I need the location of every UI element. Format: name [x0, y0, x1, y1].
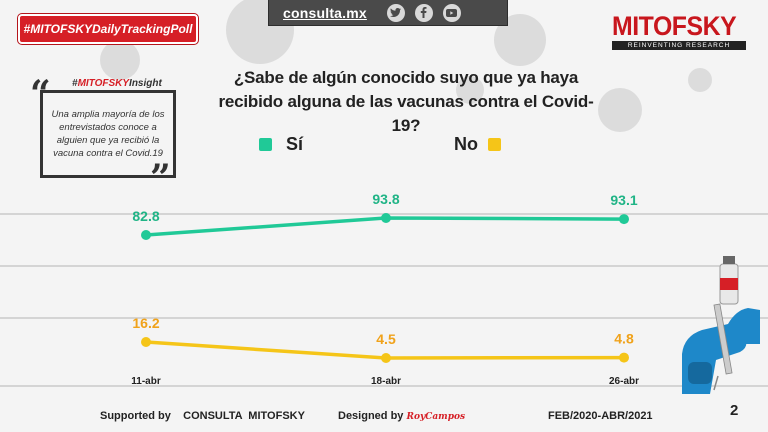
insight-heading-suffix: Insight — [129, 78, 162, 89]
insight-box: Una amplia mayoría de los entrevistados … — [40, 90, 176, 178]
legend-label-no: No — [454, 134, 478, 154]
data-label-si-2: 93.1 — [610, 192, 637, 208]
insight-text: Una amplia mayoría de los entrevistados … — [51, 109, 165, 159]
supporter-name: CONSULTA MITOFSKY — [183, 410, 305, 422]
data-label-no-2: 4.8 — [614, 331, 634, 347]
data-point-si-2 — [619, 214, 629, 225]
data-label-si-0: 82.8 — [132, 208, 159, 224]
x-tick-label-0: 11-abr — [131, 376, 161, 387]
legend-swatch-si — [259, 138, 272, 151]
mitofsky-logo: MITOFSKY REINVENTING RESEARCH — [612, 12, 746, 50]
x-tick-label-2: 26-abr — [609, 376, 639, 387]
data-point-si-1 — [381, 213, 391, 223]
data-point-no-0 — [141, 337, 151, 347]
survey-question: ¿Sabe de algún conocido suyo que ya haya… — [216, 66, 596, 138]
data-label-no-0: 16.2 — [132, 315, 159, 331]
legend-item-si: Sí — [259, 134, 303, 155]
data-label-no-1: 4.5 — [376, 331, 396, 347]
insight-heading-brand: MITOFSKY — [77, 78, 130, 89]
vaccine-illustration — [682, 256, 760, 394]
footer-designed-by: Designed by RoyCampos — [338, 410, 465, 422]
insight-heading: #MITOFSKYInsight — [72, 78, 162, 89]
supported-by-label: Supported by — [100, 410, 171, 422]
close-quote-icon: ” — [150, 157, 171, 199]
insight-heading-prefix: # — [72, 78, 78, 89]
facebook-icon[interactable] — [414, 3, 433, 22]
question-line-2: recibido alguna de las vacunas contra el… — [218, 92, 594, 135]
footer-period: FEB/2020-ABR/2021 — [548, 410, 653, 422]
designed-by-label: Designed by — [338, 410, 404, 422]
data-label-si-1: 93.8 — [372, 191, 399, 207]
x-tick-label-1: 18-abr — [371, 376, 401, 387]
data-point-no-2 — [619, 352, 629, 363]
tracking-poll-hashtag: #MITOFSKYDailyTrackingPoll — [18, 14, 198, 44]
logo-tagline: REINVENTING RESEARCH — [612, 41, 746, 50]
legend-label-si: Sí — [286, 134, 304, 154]
top-bar: consulta.mx — [268, 0, 508, 26]
data-point-si-0 — [141, 230, 151, 240]
twitter-icon[interactable] — [386, 3, 405, 22]
question-line-1: ¿Sabe de algún conocido suyo que ya haya — [233, 68, 579, 87]
open-quote-icon: “ — [30, 73, 51, 115]
site-link[interactable]: consulta.mx — [283, 4, 367, 21]
data-point-no-1 — [381, 353, 391, 363]
legend-item-no: No — [454, 134, 501, 155]
page-number: 2 — [730, 402, 739, 419]
footer-supported-by: Supported by CONSULTA MITOFSKY — [100, 410, 305, 422]
youtube-icon[interactable] — [442, 3, 461, 22]
legend-swatch-no — [488, 138, 501, 151]
logo-name: MITOFSKY — [612, 11, 737, 41]
designer-name: RoyCampos — [406, 412, 466, 422]
